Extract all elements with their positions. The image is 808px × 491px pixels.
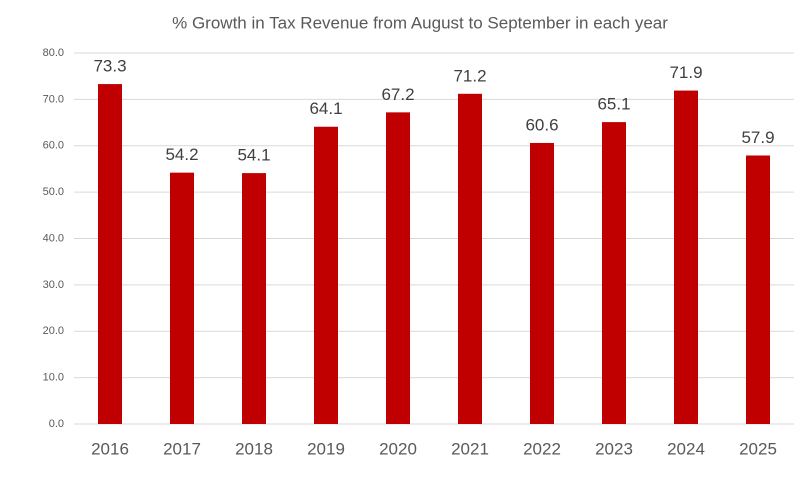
y-tick-label: 0.0	[49, 418, 64, 430]
y-tick-label: 10.0	[43, 372, 64, 384]
bar	[530, 142, 554, 424]
value-label: 73.3	[93, 57, 126, 76]
x-tick-label: 2020	[379, 439, 417, 458]
x-tick-label: 2023	[595, 439, 633, 458]
value-label: 54.1	[237, 146, 270, 165]
y-tick-label: 30.0	[43, 279, 64, 291]
y-tick-label: 20.0	[43, 325, 64, 337]
y-tick-label: 80.0	[43, 47, 64, 59]
y-tick-label: 70.0	[43, 93, 64, 105]
y-tick-label: 50.0	[43, 186, 64, 198]
bar	[674, 90, 698, 424]
value-label: 64.1	[309, 99, 342, 118]
bar	[386, 112, 410, 425]
value-label: 65.1	[597, 95, 630, 114]
value-label: 60.6	[525, 115, 558, 134]
x-tick-label: 2018	[235, 439, 273, 458]
bar	[458, 93, 482, 424]
value-label: 71.2	[453, 66, 486, 85]
x-tick-label: 2021	[451, 439, 489, 458]
x-tick-label: 2017	[163, 439, 201, 458]
bar	[98, 84, 122, 424]
value-label: 71.9	[669, 63, 702, 82]
chart-title: % Growth in Tax Revenue from August to S…	[172, 13, 668, 32]
y-tick-label: 60.0	[43, 140, 64, 152]
bar	[314, 126, 338, 424]
x-tick-label: 2025	[739, 439, 777, 458]
bar	[170, 172, 194, 424]
x-tick-label: 2019	[307, 439, 345, 458]
y-tick-label: 40.0	[43, 232, 64, 244]
x-tick-label: 2024	[667, 439, 705, 458]
value-label: 57.9	[741, 128, 774, 147]
bar	[242, 173, 266, 424]
value-label: 67.2	[381, 85, 414, 104]
value-label: 54.2	[165, 145, 198, 164]
x-tick-label: 2016	[91, 439, 129, 458]
x-tick-label: 2022	[523, 439, 561, 458]
bar	[746, 155, 770, 424]
bar	[602, 122, 626, 424]
